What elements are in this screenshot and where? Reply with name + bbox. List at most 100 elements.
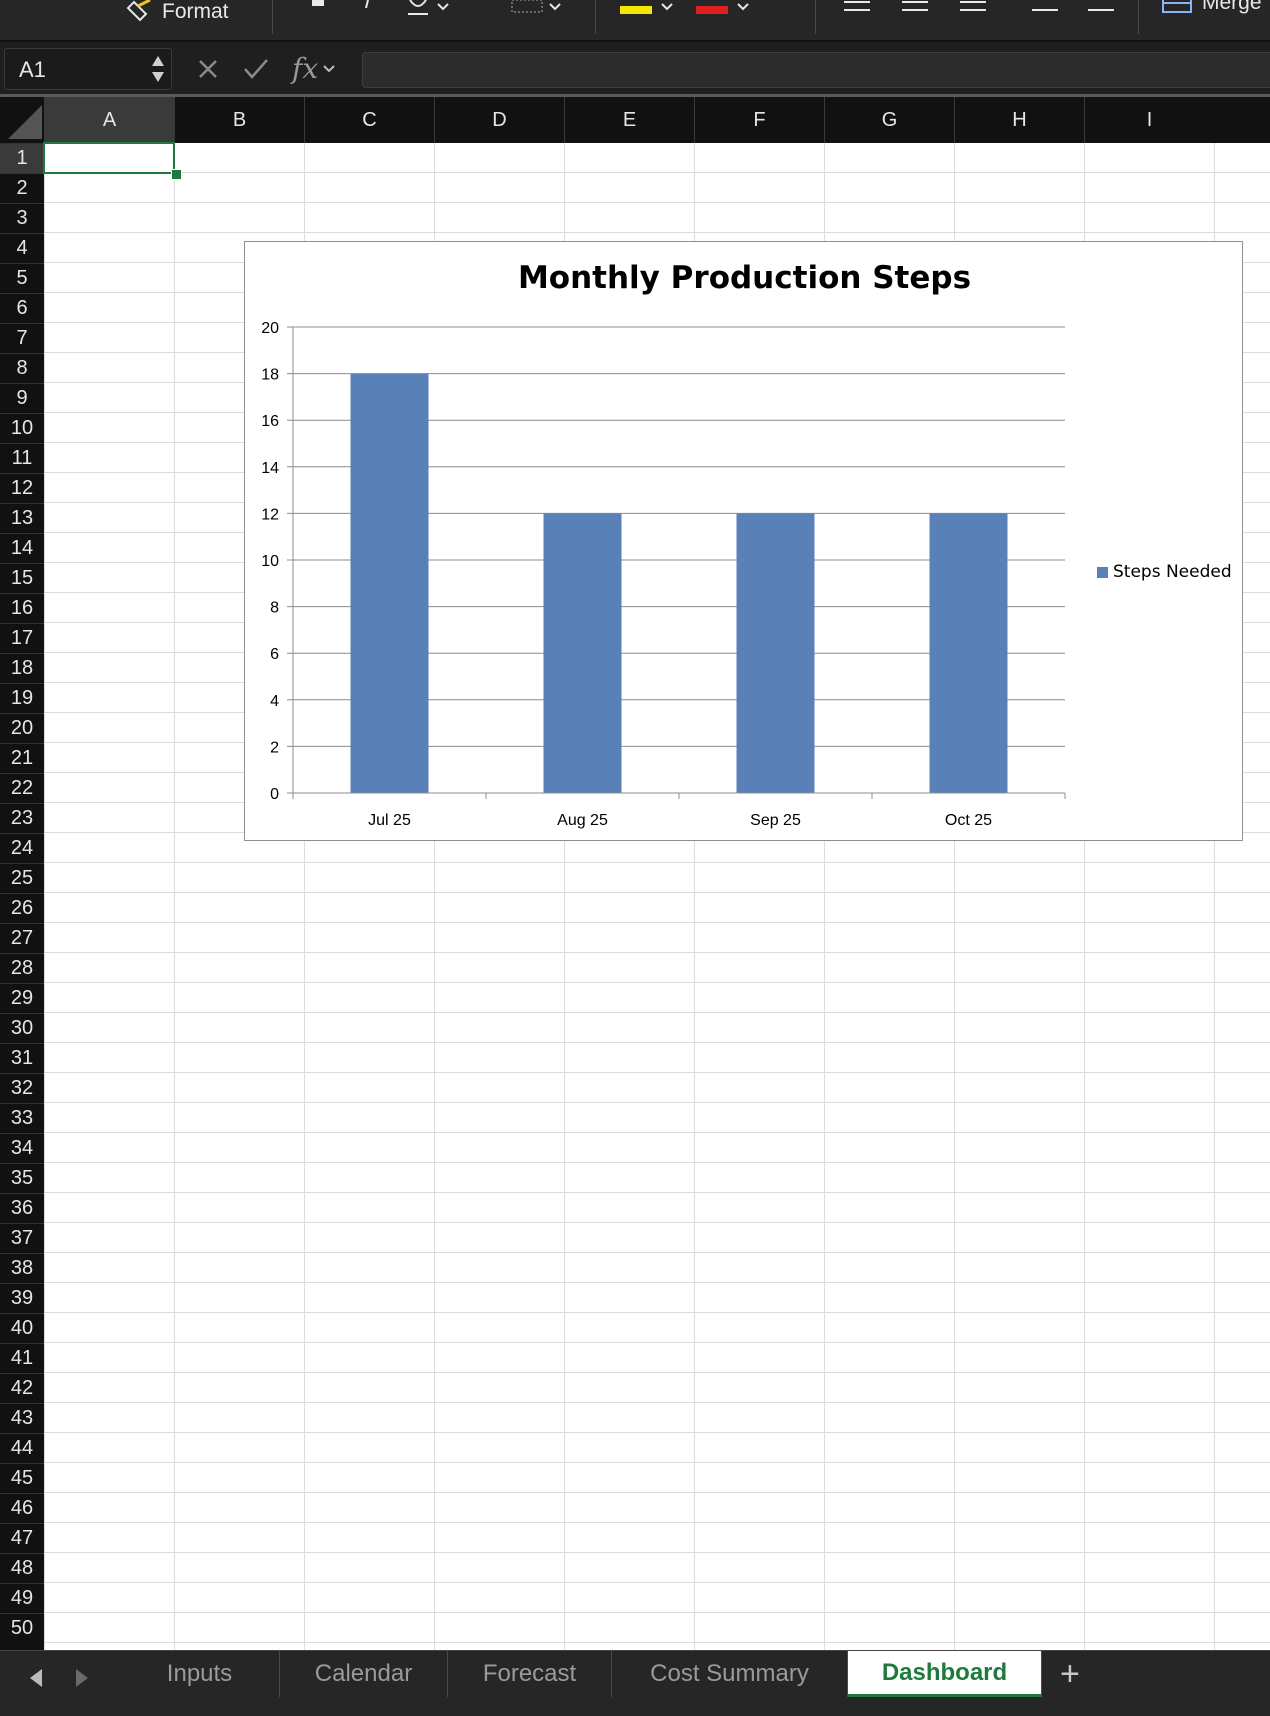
row-header-8[interactable]: 8 xyxy=(0,353,44,383)
borders-icon[interactable] xyxy=(510,0,570,16)
bold-icon[interactable] xyxy=(308,0,348,12)
column-header-e[interactable]: E xyxy=(564,97,694,143)
row-header-30[interactable]: 30 xyxy=(0,1013,44,1043)
row-header-36[interactable]: 36 xyxy=(0,1193,44,1223)
row-header-27[interactable]: 27 xyxy=(0,923,44,953)
row-header-22[interactable]: 22 xyxy=(0,773,44,803)
font-color-icon[interactable] xyxy=(694,0,754,16)
x-tick-label: Jul 25 xyxy=(368,812,411,829)
row-header-15[interactable]: 15 xyxy=(0,563,44,593)
select-all-corner[interactable] xyxy=(0,97,44,143)
column-header-d[interactable]: D xyxy=(434,97,564,143)
row-header-41[interactable]: 41 xyxy=(0,1343,44,1373)
row-header-4[interactable]: 4 xyxy=(0,233,44,263)
row-header-7[interactable]: 7 xyxy=(0,323,44,353)
confirm-icon[interactable] xyxy=(242,57,270,81)
format-painter-button[interactable]: Format xyxy=(124,0,229,24)
bar-aug-25[interactable] xyxy=(543,513,622,793)
bar-chart[interactable]: Monthly Production Steps 0 2 4 6 8 10 12 14 16 18… xyxy=(244,241,1243,841)
status-bar xyxy=(0,1700,1270,1716)
column-header-i[interactable]: I xyxy=(1084,97,1214,143)
row-header-19[interactable]: 19 xyxy=(0,683,44,713)
y-tick-label: 18 xyxy=(261,367,279,384)
row-header-38[interactable]: 38 xyxy=(0,1253,44,1283)
merge-button[interactable]: Merge xyxy=(1162,0,1262,15)
row-header-50[interactable]: 50 xyxy=(0,1613,44,1643)
column-header-c[interactable]: C xyxy=(304,97,434,143)
row-header-2[interactable]: 2 xyxy=(0,173,44,203)
italic-icon[interactable] xyxy=(362,0,382,12)
row-header-29[interactable]: 29 xyxy=(0,983,44,1013)
row-header-24[interactable]: 24 xyxy=(0,833,44,863)
row-header-25[interactable]: 25 xyxy=(0,863,44,893)
column-header-a[interactable]: A xyxy=(44,97,174,143)
name-box-stepper-icon[interactable] xyxy=(151,53,165,85)
row-header-14[interactable]: 14 xyxy=(0,533,44,563)
row-header-44[interactable]: 44 xyxy=(0,1433,44,1463)
row-header-45[interactable]: 45 xyxy=(0,1463,44,1493)
ribbon-divider xyxy=(1138,0,1139,34)
formula-input[interactable] xyxy=(362,52,1270,88)
row-header-13[interactable]: 13 xyxy=(0,503,44,533)
add-sheet-button[interactable]: + xyxy=(1060,1655,1080,1693)
row-header-21[interactable]: 21 xyxy=(0,743,44,773)
row-header-23[interactable]: 23 xyxy=(0,803,44,833)
bar-sep-25[interactable] xyxy=(736,513,815,793)
sheet-tab-dashboard[interactable]: Dashboard xyxy=(848,1651,1042,1697)
scroll-left-icon[interactable] xyxy=(28,1669,44,1687)
indent-icons[interactable] xyxy=(1030,0,1130,16)
sheet-tab-calendar[interactable]: Calendar xyxy=(280,1651,448,1697)
row-header-39[interactable]: 39 xyxy=(0,1283,44,1313)
x-tick-label: Aug 25 xyxy=(557,812,608,829)
row-header-9[interactable]: 9 xyxy=(0,383,44,413)
fill-color-icon[interactable] xyxy=(618,0,678,16)
selected-cell-a1[interactable] xyxy=(43,142,175,174)
row-header-18[interactable]: 18 xyxy=(0,653,44,683)
name-box[interactable]: A1 xyxy=(4,48,172,90)
row-header-10[interactable]: 10 xyxy=(0,413,44,443)
y-tick-label: 2 xyxy=(270,739,279,756)
column-header-b[interactable]: B xyxy=(174,97,304,143)
row-header-16[interactable]: 16 xyxy=(0,593,44,623)
sheet-tab-cost-summary[interactable]: Cost Summary xyxy=(612,1651,848,1697)
row-header-6[interactable]: 6 xyxy=(0,293,44,323)
row-header-17[interactable]: 17 xyxy=(0,623,44,653)
row-header-26[interactable]: 26 xyxy=(0,893,44,923)
row-header-12[interactable]: 12 xyxy=(0,473,44,503)
row-header-46[interactable]: 46 xyxy=(0,1493,44,1523)
row-header-28[interactable]: 28 xyxy=(0,953,44,983)
sheet-tab-inputs[interactable]: Inputs xyxy=(120,1651,280,1697)
row-header-3[interactable]: 3 xyxy=(0,203,44,233)
scroll-right-icon[interactable] xyxy=(74,1669,90,1687)
row-header-20[interactable]: 20 xyxy=(0,713,44,743)
row-header-1[interactable]: 1 xyxy=(0,143,44,173)
row-header-40[interactable]: 40 xyxy=(0,1313,44,1343)
row-header-34[interactable]: 34 xyxy=(0,1133,44,1163)
y-tick-label: 10 xyxy=(261,553,279,570)
row-header-49[interactable]: 49 xyxy=(0,1583,44,1613)
column-header-h[interactable]: H xyxy=(954,97,1084,143)
row-header-43[interactable]: 43 xyxy=(0,1403,44,1433)
fill-handle[interactable] xyxy=(171,169,182,180)
format-label: Format xyxy=(162,0,229,23)
row-header-31[interactable]: 31 xyxy=(0,1043,44,1073)
column-header-g[interactable]: G xyxy=(824,97,954,143)
row-header-32[interactable]: 32 xyxy=(0,1073,44,1103)
cancel-icon[interactable] xyxy=(196,57,220,81)
bar-oct-25[interactable] xyxy=(929,513,1008,793)
insert-function-button[interactable]: fx xyxy=(292,52,336,85)
row-header-48[interactable]: 48 xyxy=(0,1553,44,1583)
merge-icon xyxy=(1162,0,1192,13)
underline-icon[interactable] xyxy=(408,0,452,16)
row-header-33[interactable]: 33 xyxy=(0,1103,44,1133)
column-header-f[interactable]: F xyxy=(694,97,824,143)
row-header-35[interactable]: 35 xyxy=(0,1163,44,1193)
row-header-5[interactable]: 5 xyxy=(0,263,44,293)
align-icons[interactable] xyxy=(842,0,1002,16)
row-header-11[interactable]: 11 xyxy=(0,443,44,473)
row-header-37[interactable]: 37 xyxy=(0,1223,44,1253)
sheet-tab-forecast[interactable]: Forecast xyxy=(448,1651,612,1697)
row-header-47[interactable]: 47 xyxy=(0,1523,44,1553)
row-header-42[interactable]: 42 xyxy=(0,1373,44,1403)
bar-jul-25[interactable] xyxy=(350,373,429,793)
